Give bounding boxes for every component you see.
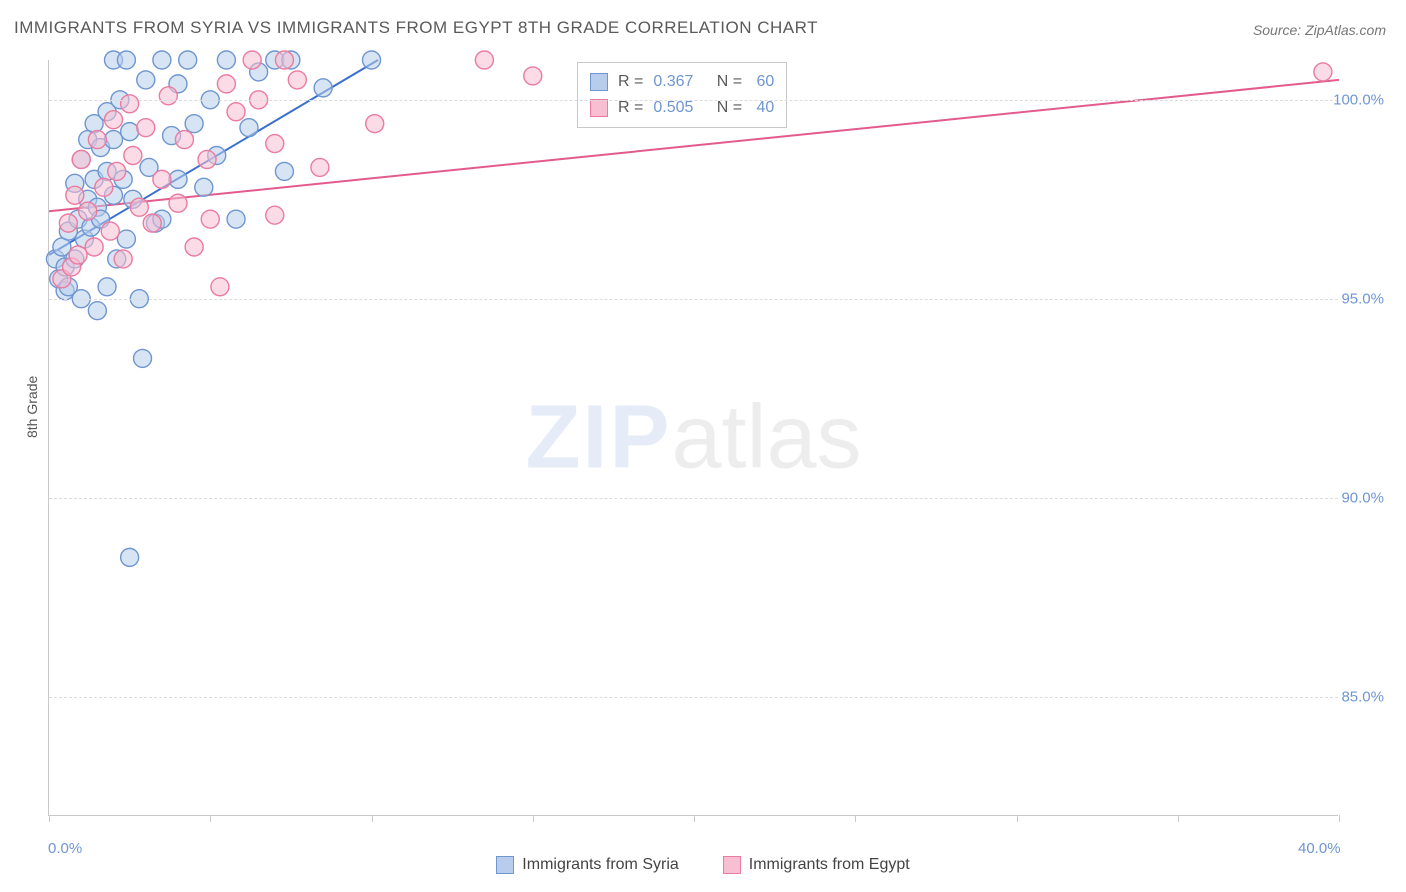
y-tick-label: 85.0% [1341,688,1384,705]
data-point [159,87,177,105]
data-point [105,111,123,129]
x-tick-label: 0.0% [48,840,82,857]
data-point [363,51,381,69]
data-point [85,238,103,256]
data-point [72,150,90,168]
data-point [66,186,84,204]
data-point [153,170,171,188]
data-point [366,115,384,133]
data-point [185,238,203,256]
legend-swatch [723,856,741,874]
legend-swatch [590,73,608,91]
x-tick [210,815,211,822]
data-point [198,150,216,168]
data-point [266,135,284,153]
data-point [59,214,77,232]
data-point [117,51,135,69]
data-point [169,170,187,188]
data-point [211,278,229,296]
gridline [49,697,1338,698]
x-tick [855,815,856,822]
chart-title: IMMIGRANTS FROM SYRIA VS IMMIGRANTS FROM… [14,18,818,38]
data-point [101,222,119,240]
data-point [227,210,245,228]
data-point [195,178,213,196]
data-point [217,51,235,69]
source-label: Source: ZipAtlas.com [1253,22,1386,38]
footer-legend-label: Immigrants from Egypt [749,856,910,874]
data-point [227,103,245,121]
data-point [314,79,332,97]
data-point [105,131,123,149]
legend-row: R = 0.367 N = 60 [590,69,774,95]
data-point [124,146,142,164]
data-point [69,246,87,264]
x-tick [694,815,695,822]
x-tick [372,815,373,822]
legend-swatch [496,856,514,874]
plot-area: ZIPatlas R = 0.367 N = 60R = 0.505 N = 4… [48,60,1338,816]
x-tick [1339,815,1340,822]
data-point [98,278,116,296]
data-point [121,95,139,113]
data-point [130,198,148,216]
data-point [134,349,152,367]
plot-svg [49,60,1338,815]
data-point [240,119,258,137]
data-point [121,548,139,566]
x-tick [49,815,50,822]
footer-legend-item: Immigrants from Egypt [723,856,910,874]
data-point [266,206,284,224]
footer-legend-item: Immigrants from Syria [496,856,678,874]
data-point [117,230,135,248]
data-point [288,71,306,89]
data-point [79,202,97,220]
x-tick-label: 40.0% [1298,840,1341,857]
data-point [108,162,126,180]
data-point [311,158,329,176]
data-point [121,123,139,141]
data-point [275,162,293,180]
data-point [169,194,187,212]
x-tick [1178,815,1179,822]
data-point [201,210,219,228]
x-tick [533,815,534,822]
data-point [153,51,171,69]
gridline [49,100,1338,101]
footer-legend: Immigrants from Syria Immigrants from Egy… [0,856,1406,874]
data-point [95,178,113,196]
y-axis-label: 8th Grade [24,376,40,438]
data-point [88,131,106,149]
data-point [114,250,132,268]
footer-legend-label: Immigrants from Syria [522,856,678,874]
data-point [143,214,161,232]
data-point [175,131,193,149]
data-point [185,115,203,133]
gridline [49,299,1338,300]
data-point [217,75,235,93]
y-tick-label: 95.0% [1341,290,1384,307]
data-point [1314,63,1332,81]
data-point [179,51,197,69]
x-tick [1017,815,1018,822]
y-tick-label: 90.0% [1341,489,1384,506]
y-tick-label: 100.0% [1333,91,1384,108]
gridline [49,498,1338,499]
data-point [137,119,155,137]
data-point [275,51,293,69]
data-point [475,51,493,69]
data-point [243,51,261,69]
data-point [137,71,155,89]
data-point [524,67,542,85]
legend-box: R = 0.367 N = 60R = 0.505 N = 40 [577,62,787,128]
data-point [88,302,106,320]
legend-swatch [590,99,608,117]
